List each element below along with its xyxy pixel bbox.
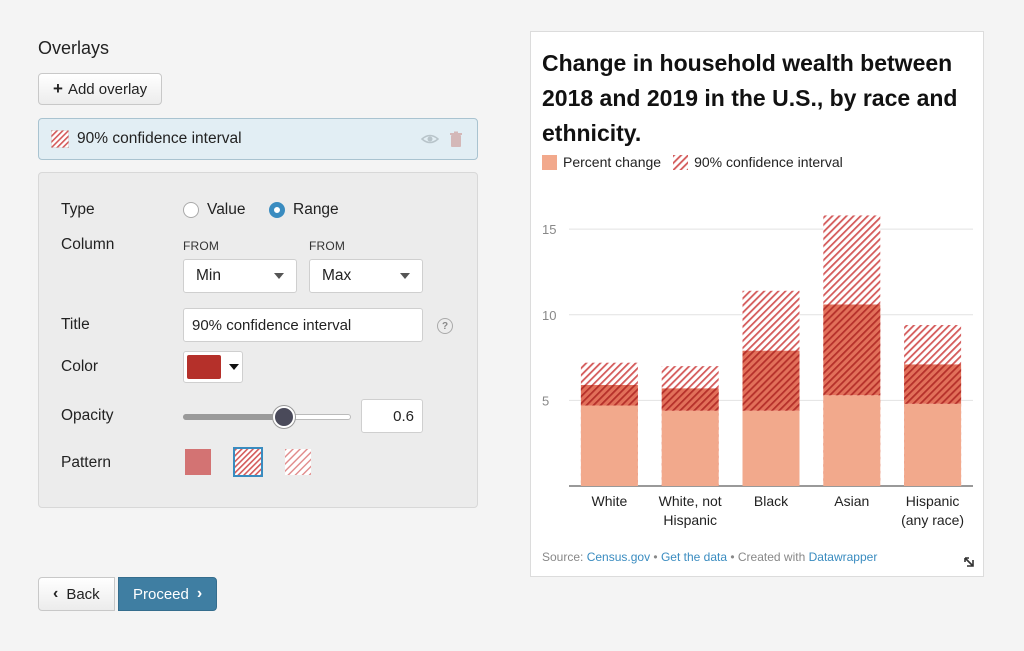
chart-preview: Change in household wealth between 2018 … bbox=[530, 31, 984, 577]
pattern-label: Pattern bbox=[61, 454, 111, 471]
source-prefix: Source: bbox=[542, 550, 584, 564]
datawrapper-link[interactable]: Datawrapper bbox=[808, 550, 878, 564]
x-tick-label: Asian bbox=[834, 493, 869, 509]
y-tick-label: 15 bbox=[542, 222, 556, 237]
overlays-heading: Overlays bbox=[38, 38, 110, 58]
source-link[interactable]: Census.gov bbox=[586, 550, 651, 564]
type-range-radio[interactable]: Range bbox=[269, 201, 339, 219]
get-data-link[interactable]: Get the data bbox=[660, 550, 728, 564]
value-bar bbox=[661, 410, 719, 486]
back-label: Back bbox=[66, 585, 100, 603]
plus-icon: + bbox=[53, 79, 63, 98]
ci-overlap-bar bbox=[580, 384, 638, 406]
legend-item-percent: Percent change bbox=[542, 154, 661, 170]
hatch-pattern-icon bbox=[51, 130, 69, 148]
ci-overlap-bar bbox=[904, 364, 962, 404]
x-tick-label: Hispanic bbox=[906, 493, 960, 509]
proceed-label: Proceed bbox=[133, 585, 189, 603]
x-tick-label: Hispanic bbox=[663, 512, 717, 528]
title-label: Title bbox=[61, 316, 90, 333]
value-bar bbox=[823, 395, 881, 486]
chevron-left-icon: ‹ bbox=[53, 585, 59, 602]
from-column-value: Min bbox=[196, 267, 221, 284]
type-value-radio[interactable]: Value bbox=[183, 201, 246, 219]
opacity-slider-fill bbox=[183, 414, 284, 420]
created-with-label: • Created with bbox=[730, 550, 806, 564]
to-column-value: Max bbox=[322, 267, 352, 284]
from-column-select[interactable]: Min bbox=[183, 259, 297, 293]
chart-legend: Percent change 90% confidence interval bbox=[542, 154, 855, 170]
color-swatch bbox=[187, 355, 221, 379]
eye-icon[interactable] bbox=[421, 130, 439, 148]
color-label: Color bbox=[61, 358, 99, 375]
color-picker[interactable] bbox=[183, 351, 243, 383]
footer-separator: • bbox=[653, 550, 658, 564]
help-icon[interactable]: ? bbox=[437, 318, 453, 334]
from-label: FROM bbox=[183, 239, 220, 253]
add-overlay-button[interactable]: + Add overlay bbox=[38, 73, 163, 105]
x-tick-label: (any race) bbox=[901, 512, 964, 528]
caret-down-icon bbox=[229, 364, 239, 370]
legend-item-ci: 90% confidence interval bbox=[673, 154, 843, 170]
pattern-hatch-light-option[interactable] bbox=[285, 449, 311, 475]
ci-overlap-bar bbox=[742, 350, 800, 411]
to-from-label: FROM bbox=[309, 239, 346, 253]
add-overlay-label: Add overlay bbox=[67, 80, 148, 98]
chevron-down-icon bbox=[274, 273, 284, 279]
value-bar bbox=[904, 403, 962, 486]
column-label: Column bbox=[61, 236, 115, 253]
pattern-hatch-dense-option[interactable] bbox=[233, 447, 263, 477]
type-label: Type bbox=[61, 201, 95, 218]
resize-handle-icon[interactable] bbox=[963, 556, 975, 568]
legend-swatch-ci bbox=[673, 154, 689, 170]
chevron-down-icon bbox=[400, 273, 410, 279]
to-column-select[interactable]: Max bbox=[309, 259, 423, 293]
type-value-label: Value bbox=[207, 201, 246, 218]
title-input[interactable] bbox=[183, 308, 423, 342]
x-tick-label: White, not bbox=[659, 493, 722, 509]
trash-icon[interactable] bbox=[447, 130, 465, 148]
pattern-solid-option[interactable] bbox=[185, 449, 211, 475]
ci-overlap-bar bbox=[823, 304, 881, 396]
opacity-slider-handle[interactable] bbox=[272, 406, 295, 428]
opacity-input[interactable]: 0.6 bbox=[361, 399, 423, 433]
legend-label-ci: 90% confidence interval bbox=[694, 154, 843, 170]
overlay-item[interactable]: 90% confidence interval bbox=[38, 118, 478, 160]
value-bar bbox=[742, 410, 800, 486]
opacity-label: Opacity bbox=[61, 407, 114, 424]
overlay-settings-panel: Type Value Range Column FROM FROM Min Ma… bbox=[38, 172, 478, 508]
type-range-label: Range bbox=[293, 201, 339, 218]
chevron-right-icon: › bbox=[196, 585, 203, 602]
y-tick-label: 5 bbox=[542, 393, 549, 408]
radio-off-icon bbox=[183, 202, 199, 218]
ci-overlap-bar bbox=[661, 388, 719, 411]
radio-on-icon bbox=[269, 202, 285, 218]
legend-label-percent: Percent change bbox=[563, 154, 662, 170]
bar-chart: 5 10 15 White White, not Hispanic Black Asian H… bbox=[542, 215, 973, 528]
value-bar bbox=[580, 405, 638, 486]
chart-title: Change in household wealth between 2018 … bbox=[542, 50, 958, 146]
legend-swatch-percent bbox=[542, 154, 557, 170]
y-tick-label: 10 bbox=[542, 308, 556, 323]
back-button[interactable]: ‹ Back bbox=[38, 577, 115, 611]
proceed-button[interactable]: Proceed › bbox=[118, 577, 218, 611]
x-tick-label: Black bbox=[754, 493, 789, 509]
chart-footer: Source: Census.gov • Get the data • Crea… bbox=[542, 550, 877, 564]
overlay-item-name: 90% confidence interval bbox=[77, 130, 242, 147]
x-tick-label: White bbox=[592, 493, 628, 509]
